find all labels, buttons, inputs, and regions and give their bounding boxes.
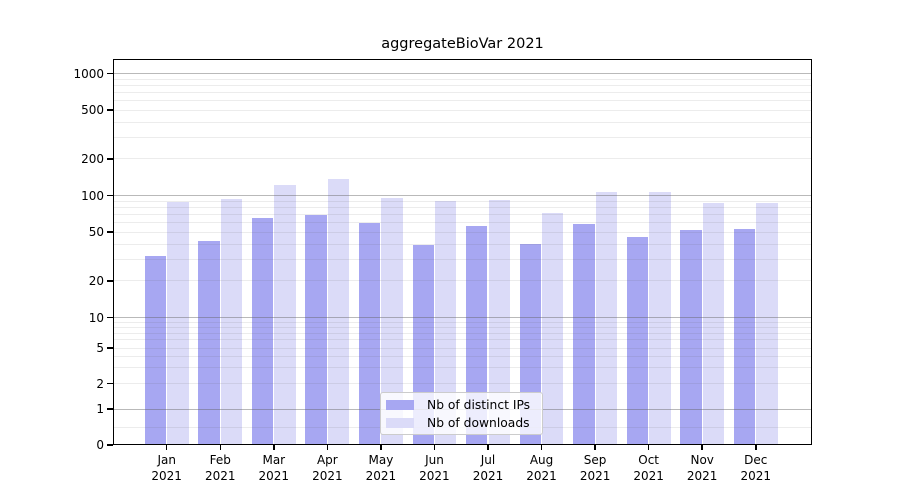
x-axis-tick-label: May 2021	[365, 453, 397, 483]
x-axis-tick	[165, 445, 168, 450]
x-axis-tick	[540, 445, 543, 450]
y-axis-tick-label: 2	[96, 376, 104, 391]
bar-distinct-ips-jul	[466, 226, 488, 445]
bar-downloads-sep	[595, 191, 617, 445]
bar-downloads-nov	[702, 203, 725, 445]
x-axis-tick-label: Jan 2021	[151, 453, 182, 483]
x-axis-tick-label: Jun 2021	[419, 453, 450, 483]
legend: Nb of distinct IPs Nb of downloads	[380, 392, 543, 435]
bar-downloads-jul	[488, 199, 510, 445]
legend-label-downloads: Nb of downloads	[427, 415, 530, 430]
bar-downloads-oct	[649, 191, 671, 445]
bar-distinct-ips-jan	[144, 255, 167, 445]
x-axis-tick-label: Jul 2021	[472, 453, 504, 483]
y-axis-tick-label: 100	[81, 188, 104, 203]
legend-row-downloads: Nb of downloads	[386, 415, 542, 430]
x-axis-tick	[594, 445, 596, 450]
plot-area-bars	[113, 59, 812, 445]
y-axis-tick-label: 200	[81, 151, 104, 166]
y-axis-tick-label: 20	[88, 273, 104, 288]
y-axis-tick-label: 1000	[73, 66, 104, 81]
bar-downloads-mar	[274, 184, 296, 445]
bar-downloads-aug	[542, 212, 564, 445]
bar-distinct-ips-mar	[251, 218, 274, 445]
y-axis-tick-label: 1	[96, 402, 104, 416]
x-axis-tick-label: Oct 2021	[633, 453, 664, 483]
y-axis-tick-label: 500	[81, 103, 104, 118]
x-axis-tick	[326, 445, 329, 450]
x-axis-tick-label: Apr 2021	[312, 453, 343, 483]
legend-label-distinct-ips: Nb of distinct IPs	[427, 397, 531, 412]
bar-downloads-apr	[327, 178, 350, 445]
bar-distinct-ips-apr	[305, 215, 327, 445]
x-axis-tick	[487, 445, 489, 450]
y-axis-tick-label: 0	[96, 438, 104, 452]
bar-distinct-ips-nov	[680, 230, 702, 445]
legend-swatch-downloads	[386, 417, 414, 428]
x-axis-tick	[647, 445, 650, 450]
bar-distinct-ips-oct	[626, 236, 649, 445]
x-axis-tick	[273, 445, 275, 450]
y-axis-tick-label: 50	[88, 225, 104, 240]
x-axis-tick	[380, 445, 382, 450]
y-axis-tick-label: 5	[96, 341, 104, 355]
x-axis-tick-label: Feb 2021	[204, 453, 236, 483]
legend-swatch-distinct-ips	[386, 399, 414, 410]
x-axis-tick-label: Nov 2021	[686, 453, 718, 483]
bar-downloads-dec	[756, 202, 778, 445]
bar-distinct-ips-may	[359, 223, 381, 445]
x-axis-tick	[433, 445, 436, 450]
bar-distinct-ips-dec	[733, 229, 756, 445]
x-axis-tick	[755, 445, 757, 450]
x-axis-tick-label: Mar 2021	[258, 453, 290, 483]
x-axis-tick-label: Aug 2021	[526, 453, 557, 483]
x-axis-tick-label: Sep 2021	[579, 453, 611, 483]
x-axis-tick	[219, 445, 221, 450]
x-axis-tick	[701, 445, 703, 450]
x-axis-tick-label: Dec 2021	[740, 453, 772, 483]
bar-distinct-ips-sep	[573, 224, 595, 445]
bar-downloads-may	[381, 197, 403, 445]
bar-downloads-jan	[167, 201, 189, 445]
bar-downloads-jun	[434, 201, 457, 445]
legend-row-distinct-ips: Nb of distinct IPs	[386, 397, 542, 412]
bar-distinct-ips-feb	[198, 241, 220, 445]
chart-title: aggregateBioVar 2021	[381, 36, 544, 52]
bar-downloads-feb	[220, 199, 243, 445]
y-axis-tick-label: 10	[88, 310, 104, 325]
